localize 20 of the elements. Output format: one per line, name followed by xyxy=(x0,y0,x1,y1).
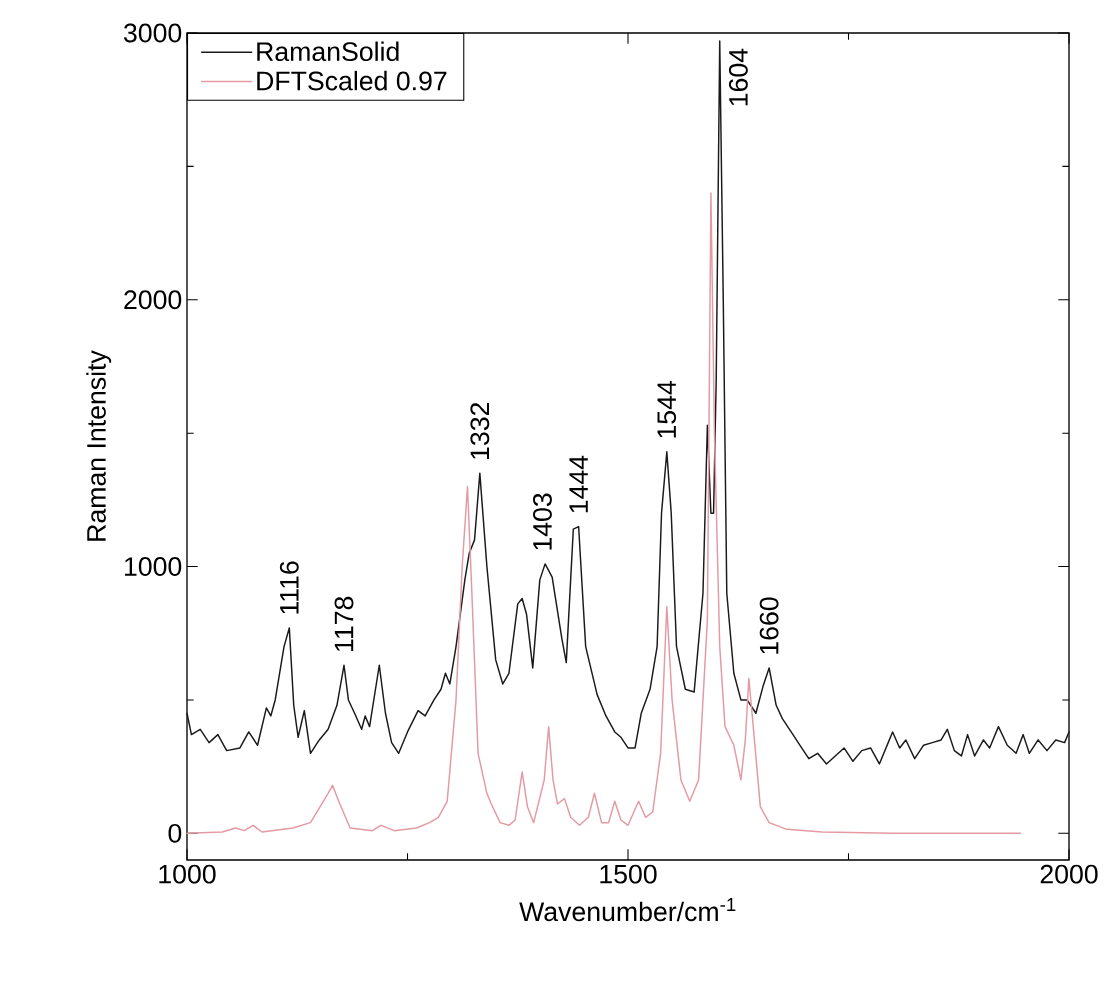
x-tick-label: 1000 xyxy=(159,864,216,884)
y-tick-label: 2000 xyxy=(124,290,182,310)
x-tick-label: 2000 xyxy=(1040,864,1098,884)
legend-label: RamanSolid xyxy=(257,41,399,62)
annotation: 1178 xyxy=(334,596,354,651)
annotation: 1660 xyxy=(759,597,779,654)
annotation: 1332 xyxy=(470,402,490,459)
legend-label: DFTScaled 0.97 xyxy=(257,70,447,91)
annotation: 1544 xyxy=(657,381,677,438)
annotation: 1403 xyxy=(533,493,552,550)
y-tick-label: 3000 xyxy=(123,23,182,43)
y-axis-title: Raman Intensity xyxy=(86,350,112,541)
annotation: 1116 xyxy=(279,561,299,614)
x-tick-label: 1500 xyxy=(600,864,657,884)
annotation: 1604 xyxy=(728,48,748,106)
x-axis-title: Wavenumber/cm$^{-1}$ xyxy=(519,898,736,922)
y-tick-label: 1000 xyxy=(125,557,182,576)
annotation: 1444 xyxy=(569,455,588,513)
y-tick-label: 0 xyxy=(168,823,182,843)
line-series xyxy=(186,192,1022,835)
